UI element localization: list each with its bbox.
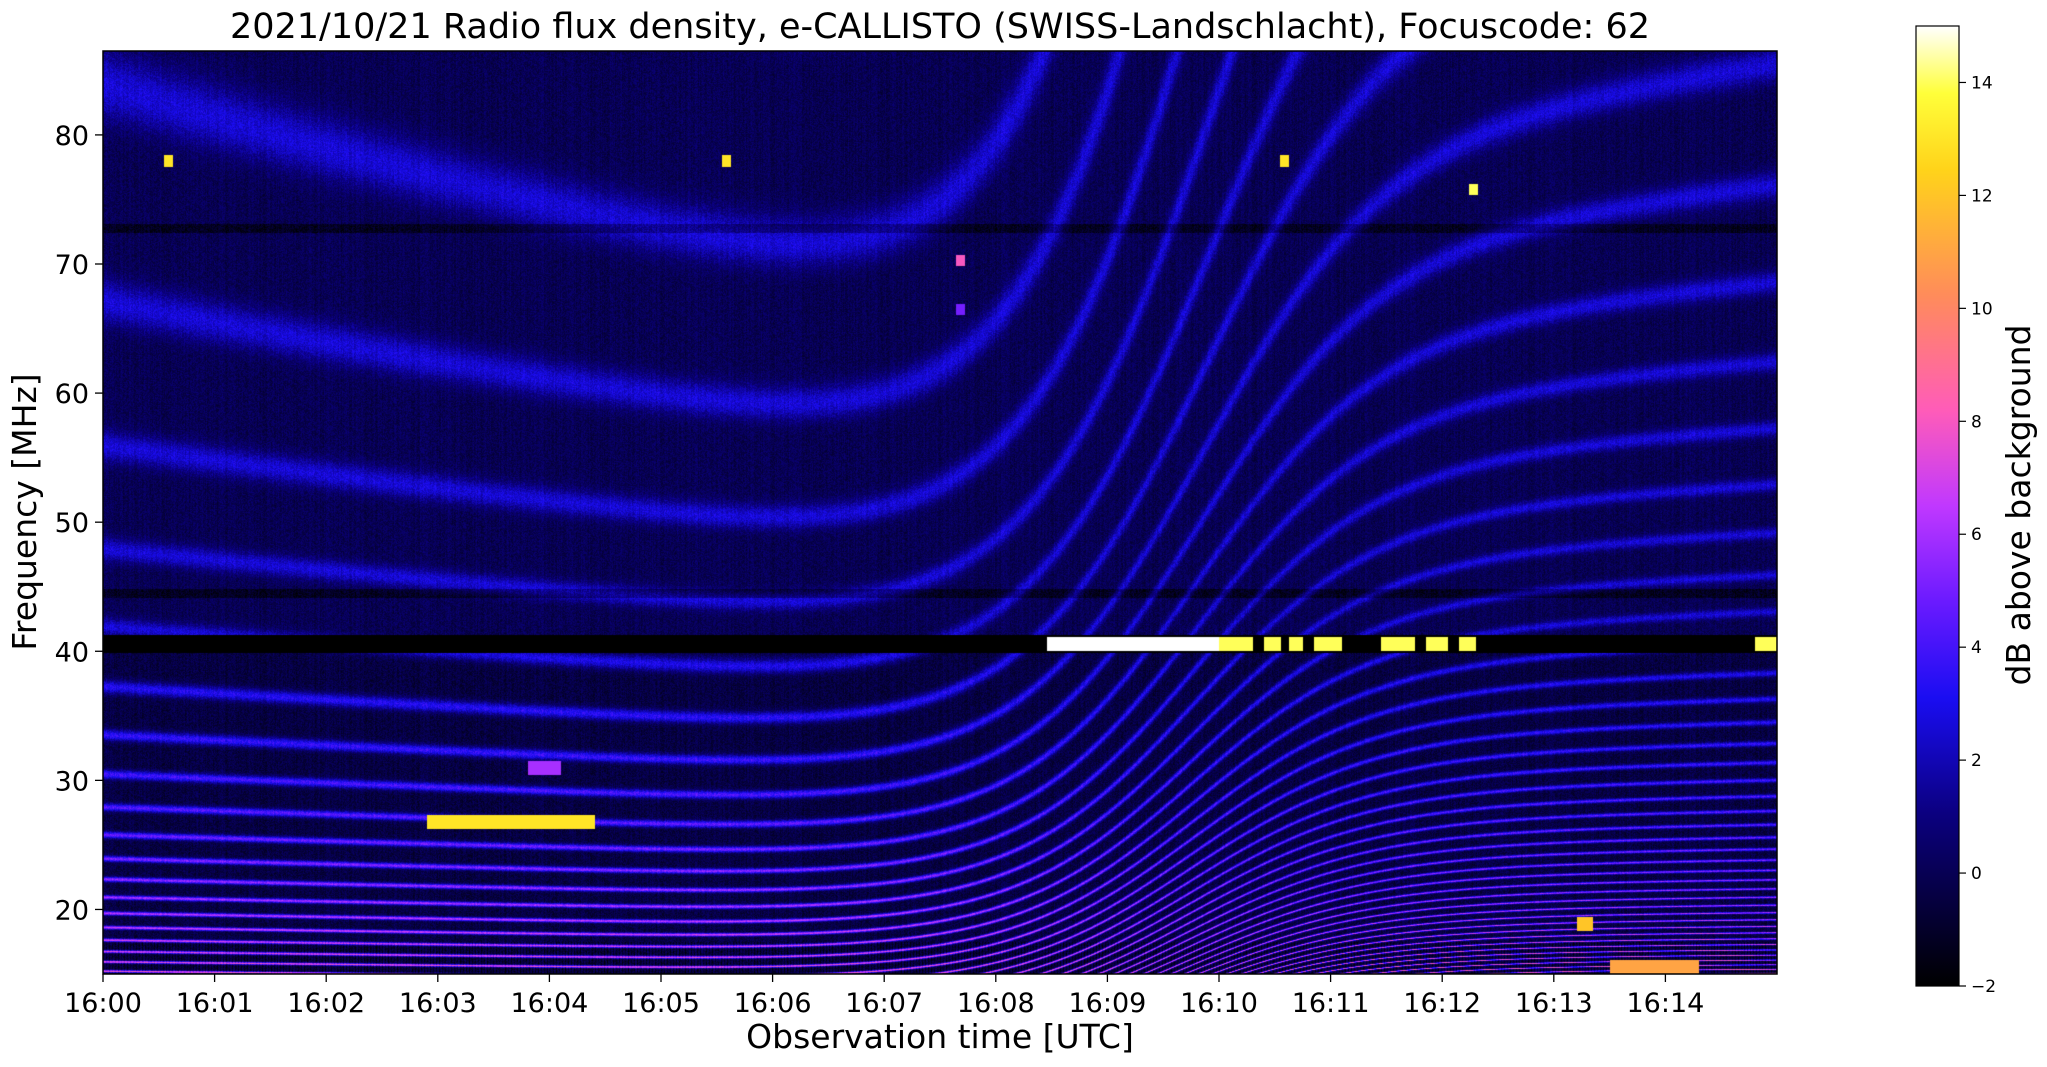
x-axis-label: Observation time [UTC] (746, 1017, 1134, 1056)
x-tick-label: 16:12 (1403, 988, 1481, 1019)
colorbar: −2 0 2 4 6 8 10 12 14 dB above background (1915, 25, 2038, 997)
colorbar-tick-label: 4 (1971, 638, 1982, 658)
x-tick-label: 16:09 (1068, 988, 1146, 1019)
plot-frame (102, 50, 1778, 975)
x-tick-label: 16:01 (176, 988, 254, 1019)
colorbar-ticks: −2 0 2 4 6 8 10 12 14 (1959, 73, 1996, 997)
colorbar-tick-label: −2 (1971, 977, 1996, 997)
colorbar-tick-label: 6 (1971, 525, 1982, 545)
y-tick-label: 60 (55, 379, 89, 410)
x-tick-label: 16:05 (622, 988, 700, 1019)
x-tick-label: 16:06 (734, 988, 812, 1019)
plot-area (102, 50, 1778, 975)
colorbar-tick-label: 14 (1971, 73, 1993, 93)
x-tick-label: 16:13 (1515, 988, 1593, 1019)
x-tick-label: 16:03 (399, 988, 477, 1019)
colorbar-gradient (1915, 25, 1960, 987)
x-tick-label: 16:02 (287, 988, 365, 1019)
y-tick-label: 40 (55, 637, 89, 668)
y-axis: 20 30 40 50 60 70 80 (55, 121, 103, 926)
x-tick-label: 16:08 (957, 988, 1035, 1019)
y-axis-label: Frequency [MHz] (5, 373, 44, 650)
spectrogram-image-container (103, 51, 1777, 974)
y-tick-label: 30 (55, 766, 89, 797)
colorbar-tick-label: 8 (1971, 412, 1982, 432)
x-tick-label: 16:11 (1292, 988, 1370, 1019)
y-tick-label: 50 (55, 508, 89, 539)
y-tick-label: 20 (55, 895, 89, 926)
colorbar-tick-label: 10 (1971, 299, 1993, 319)
x-tick-label: 16:10 (1180, 988, 1258, 1019)
y-tick-label: 80 (55, 121, 89, 152)
x-tick-label: 16:00 (64, 988, 142, 1019)
chart-title: 2021/10/21 Radio flux density, e-CALLIST… (230, 7, 1650, 47)
x-tick-label: 16:07 (845, 988, 923, 1019)
colorbar-tick-label: 2 (1971, 751, 1982, 771)
x-tick-label: 16:14 (1626, 988, 1704, 1019)
y-tick-label: 70 (55, 250, 89, 281)
x-axis: 16:00 16:01 16:02 16:03 16:04 16:05 16:06 16:07… (64, 974, 1704, 1019)
spectrogram-heatmap (103, 51, 1777, 974)
x-tick-label: 16:04 (510, 988, 588, 1019)
colorbar-label: dB above background (1999, 325, 2038, 686)
colorbar-tick-label: 12 (1971, 186, 1993, 206)
colorbar-tick-label: 0 (1971, 864, 1982, 884)
